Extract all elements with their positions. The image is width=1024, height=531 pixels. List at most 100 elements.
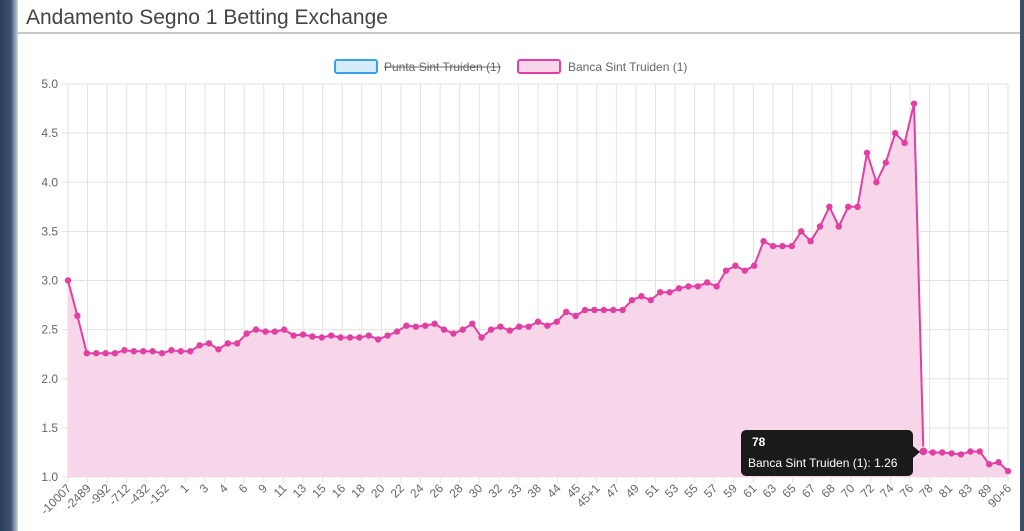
data-point[interactable]: [281, 326, 288, 333]
data-point[interactable]: [459, 326, 466, 333]
data-point[interactable]: [224, 340, 231, 347]
data-point[interactable]: [657, 289, 664, 296]
data-point[interactable]: [393, 328, 401, 335]
data-point[interactable]: [469, 320, 476, 327]
data-point[interactable]: [957, 451, 965, 458]
data-point[interactable]: [64, 277, 72, 284]
data-point[interactable]: [694, 283, 701, 290]
data-point[interactable]: [309, 333, 316, 340]
data-point[interactable]: [741, 267, 748, 274]
data-point[interactable]: [591, 306, 598, 314]
data-point[interactable]: [713, 283, 720, 290]
data-point[interactable]: [976, 448, 983, 455]
legend-label-banca[interactable]: Banca Sint Truiden (1): [568, 60, 687, 74]
data-point[interactable]: [271, 328, 278, 335]
legend-swatch-punta[interactable]: [334, 59, 378, 74]
data-point[interactable]: [769, 242, 777, 250]
data-point[interactable]: [356, 334, 363, 341]
data-point[interactable]: [807, 238, 814, 245]
data-point[interactable]: [798, 228, 805, 235]
data-point[interactable]: [215, 346, 222, 353]
data-point[interactable]: [450, 330, 457, 337]
data-point[interactable]: [318, 334, 325, 341]
data-point[interactable]: [102, 350, 109, 357]
data-point[interactable]: [384, 332, 391, 339]
data-point[interactable]: [149, 348, 156, 355]
data-point[interactable]: [732, 262, 739, 269]
data-point[interactable]: [234, 340, 241, 347]
data-point[interactable]: [337, 334, 344, 341]
data-point[interactable]: [299, 331, 307, 338]
data-point[interactable]: [901, 139, 908, 147]
data-point[interactable]: [93, 350, 100, 357]
data-point[interactable]: [478, 334, 485, 341]
data-point[interactable]: [196, 342, 203, 349]
data-point[interactable]: [863, 149, 871, 156]
data-point[interactable]: [892, 129, 899, 137]
data-point[interactable]: [995, 459, 1002, 466]
data-point[interactable]: [346, 334, 354, 341]
data-point[interactable]: [252, 326, 260, 333]
data-point[interactable]: [111, 350, 119, 357]
data-point[interactable]: [168, 347, 175, 354]
hovered-data-point[interactable]: [918, 446, 929, 457]
data-point[interactable]: [130, 348, 137, 355]
data-point[interactable]: [187, 348, 194, 355]
data-point[interactable]: [403, 322, 410, 329]
data-point[interactable]: [779, 242, 786, 250]
legend-item-banca[interactable]: Banca Sint Truiden (1): [517, 59, 687, 74]
data-point[interactable]: [826, 203, 833, 211]
data-point[interactable]: [816, 223, 824, 230]
data-point[interactable]: [685, 283, 692, 290]
data-point[interactable]: [365, 332, 372, 339]
data-point[interactable]: [610, 306, 617, 314]
data-point[interactable]: [910, 100, 918, 107]
data-point[interactable]: [751, 262, 758, 269]
data-point[interactable]: [563, 308, 570, 316]
data-point[interactable]: [412, 323, 419, 330]
data-point[interactable]: [967, 448, 974, 455]
data-point[interactable]: [647, 296, 654, 304]
data-point[interactable]: [74, 312, 81, 320]
legend-swatch-banca[interactable]: [517, 59, 561, 74]
data-point[interactable]: [422, 322, 429, 329]
legend-item-punta[interactable]: Punta Sint Truiden (1): [334, 59, 501, 74]
data-point[interactable]: [873, 179, 880, 186]
data-point[interactable]: [487, 326, 495, 333]
data-point[interactable]: [788, 242, 795, 250]
data-point[interactable]: [675, 285, 683, 292]
data-point[interactable]: [544, 322, 551, 329]
data-point[interactable]: [628, 296, 636, 304]
data-point[interactable]: [328, 332, 335, 339]
data-point[interactable]: [572, 312, 579, 320]
data-point[interactable]: [722, 267, 730, 274]
data-point[interactable]: [666, 289, 673, 296]
data-point[interactable]: [205, 340, 213, 347]
data-point[interactable]: [158, 350, 166, 357]
data-point[interactable]: [525, 323, 532, 330]
data-point[interactable]: [553, 318, 560, 325]
data-point[interactable]: [440, 326, 448, 333]
data-point[interactable]: [948, 450, 955, 457]
data-point[interactable]: [243, 330, 250, 337]
data-point[interactable]: [121, 347, 128, 354]
data-point[interactable]: [638, 293, 645, 300]
data-point[interactable]: [534, 318, 542, 325]
data-point[interactable]: [704, 279, 711, 286]
data-point[interactable]: [516, 323, 523, 330]
data-point[interactable]: [83, 350, 91, 357]
data-point[interactable]: [760, 238, 767, 245]
data-point[interactable]: [497, 323, 504, 330]
data-point[interactable]: [986, 461, 993, 468]
data-point[interactable]: [835, 223, 842, 230]
data-point[interactable]: [929, 449, 936, 456]
data-point[interactable]: [619, 306, 626, 314]
data-point[interactable]: [581, 306, 589, 314]
data-point[interactable]: [140, 348, 147, 355]
data-point[interactable]: [177, 348, 184, 355]
data-point[interactable]: [882, 159, 889, 166]
data-point[interactable]: [1004, 467, 1012, 475]
data-point[interactable]: [600, 306, 607, 314]
data-point[interactable]: [506, 327, 513, 334]
data-point[interactable]: [845, 203, 852, 211]
